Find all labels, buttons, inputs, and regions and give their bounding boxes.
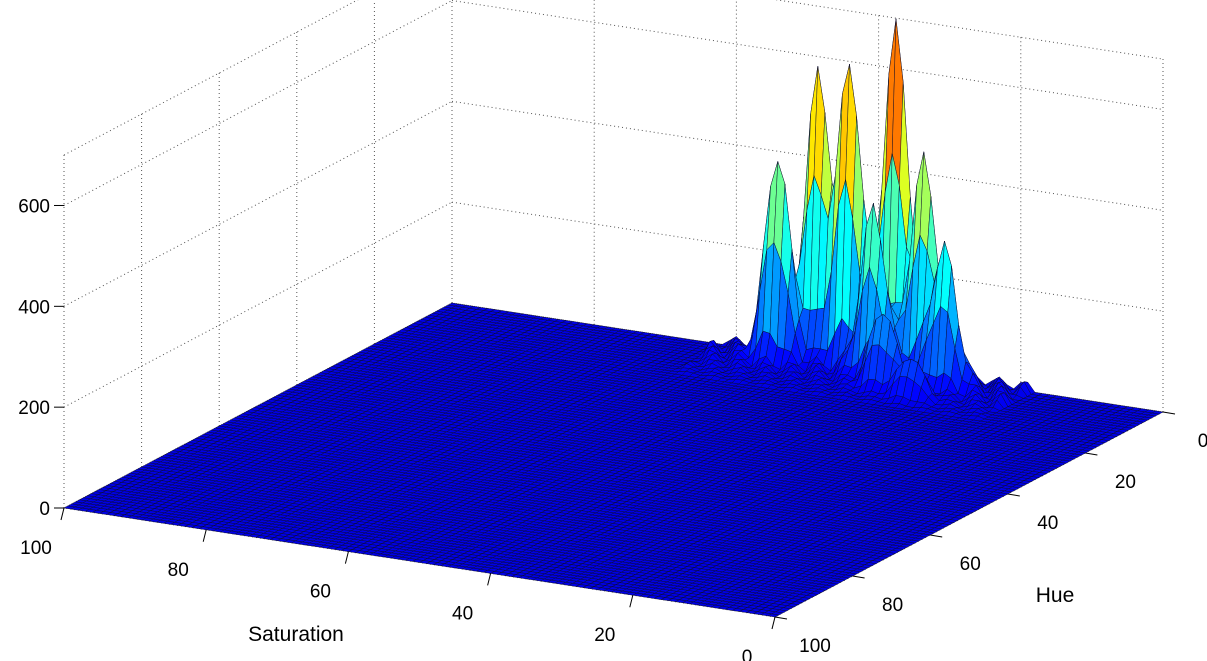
- gridline: [774, 0, 1164, 60]
- gridline: [63, 0, 453, 206]
- surface-layer: [63, 18, 1164, 618]
- grid-layer: [63, 0, 1164, 618]
- gridline: [451, 0, 1164, 110]
- gridline: [63, 100, 453, 307]
- gridline: [63, 0, 359, 156]
